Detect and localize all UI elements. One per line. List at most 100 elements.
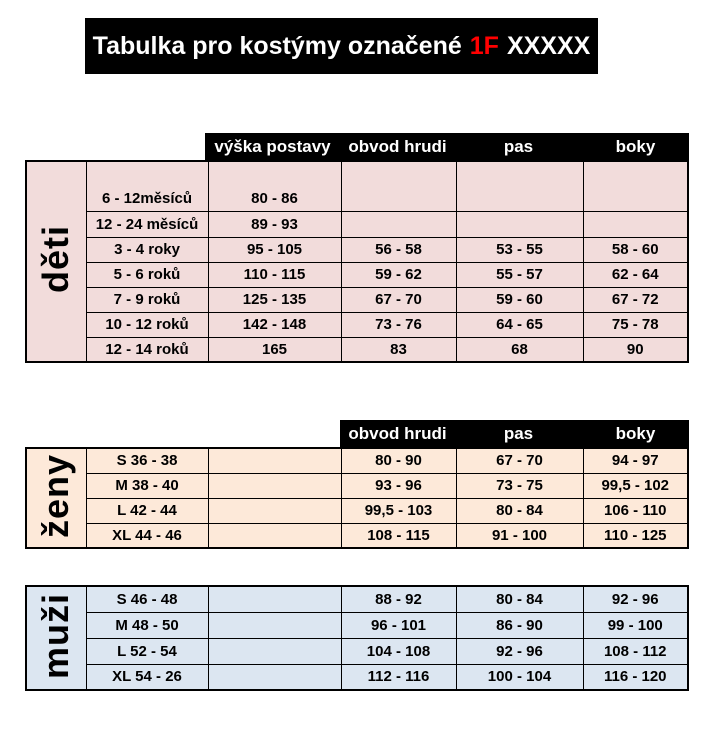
table-row: 5 - 6 roků 110 - 115 59 - 62 55 - 57 62 … bbox=[26, 261, 689, 288]
hips-value-cell: 110 - 125 bbox=[582, 522, 689, 549]
table-row: 7 - 9 roků 125 - 135 67 - 70 59 - 60 67 … bbox=[26, 286, 689, 313]
waist-value-cell: 53 - 55 bbox=[455, 236, 584, 263]
chest-value-cell: 73 - 76 bbox=[340, 311, 457, 338]
title-code: 1F bbox=[469, 31, 499, 60]
age-label-cell: 6 - 12měsíců bbox=[85, 160, 209, 212]
hips-value-cell: 92 - 96 bbox=[582, 585, 689, 613]
size-label-cell: L 52 - 54 bbox=[85, 637, 209, 665]
table-row: L 52 - 54 104 - 108 92 - 96 108 - 112 bbox=[26, 637, 689, 665]
empty-cell bbox=[207, 585, 342, 613]
hips-value-cell: 99,5 - 102 bbox=[582, 472, 689, 499]
waist-value-cell bbox=[455, 210, 584, 238]
size-label-cell: M 48 - 50 bbox=[85, 611, 209, 639]
waist-value-cell: 80 - 84 bbox=[455, 585, 584, 613]
title-text-after: XXXXX bbox=[506, 31, 591, 60]
hips-value-cell: 67 - 72 bbox=[582, 286, 689, 313]
chest-value-cell: 83 bbox=[340, 336, 457, 363]
height-value-cell: 110 - 115 bbox=[207, 261, 342, 288]
hips-value-cell: 58 - 60 bbox=[582, 236, 689, 263]
waist-value-cell: 68 bbox=[455, 336, 584, 363]
empty-cell bbox=[207, 611, 342, 639]
hips-value-cell: 108 - 112 bbox=[582, 637, 689, 665]
table-row: 3 - 4 roky 95 - 105 56 - 58 53 - 55 58 -… bbox=[26, 236, 689, 263]
column-header-chest: obvod hrudi bbox=[348, 136, 447, 156]
table-row: M 48 - 50 96 - 101 86 - 90 99 - 100 bbox=[26, 611, 689, 639]
chest-value-cell bbox=[340, 210, 457, 238]
waist-value-cell: 91 - 100 bbox=[455, 522, 584, 549]
chest-value-cell: 99,5 - 103 bbox=[340, 497, 457, 524]
empty-cell bbox=[207, 522, 342, 549]
hips-value-cell: 62 - 64 bbox=[582, 261, 689, 288]
section-label-cell-muzi: muži bbox=[25, 585, 87, 691]
column-header-chest: obvod hrudi bbox=[348, 423, 447, 443]
waist-value-cell: 67 - 70 bbox=[455, 447, 584, 474]
height-value-cell: 142 - 148 bbox=[207, 311, 342, 338]
chest-value-cell: 56 - 58 bbox=[340, 236, 457, 263]
waist-value-cell: 92 - 96 bbox=[455, 637, 584, 665]
table-row: 12 - 24 měsíců 89 - 93 bbox=[26, 210, 689, 238]
section-label-cell-zeny: ženy bbox=[25, 447, 87, 549]
empty-cell bbox=[207, 637, 342, 665]
waist-value-cell: 55 - 57 bbox=[455, 261, 584, 288]
table-row: L 42 - 44 99,5 - 103 80 - 84 106 - 110 bbox=[26, 497, 689, 524]
table-row: děti 6 - 12měsíců 80 - 86 bbox=[25, 160, 689, 363]
chest-value-cell bbox=[340, 160, 457, 212]
column-header-height: výška postavy bbox=[214, 136, 331, 156]
height-value-cell: 80 - 86 bbox=[207, 160, 342, 212]
hips-value-cell: 99 - 100 bbox=[582, 611, 689, 639]
age-label-cell: 12 - 24 měsíců bbox=[85, 210, 209, 238]
column-header-waist: pas bbox=[503, 423, 534, 443]
chest-value-cell: 104 - 108 bbox=[340, 637, 457, 665]
height-value-cell: 95 - 105 bbox=[207, 236, 342, 263]
title-text-before: Tabulka pro kostýmy označené bbox=[92, 31, 462, 60]
age-label-cell: 7 - 9 roků bbox=[85, 286, 209, 313]
table-row: ženy S 36 - 38 80 - 90 67 - 70 94 - 97 bbox=[25, 447, 689, 549]
chest-value-cell: 59 - 62 bbox=[340, 261, 457, 288]
table-row: muži S 46 - 48 88 - 92 80 - 84 92 - 96 bbox=[25, 585, 689, 691]
men-size-table: muži S 46 - 48 88 - 92 80 - 84 92 - 96 M… bbox=[25, 585, 689, 691]
table-row: XL 44 - 46 108 - 115 91 - 100 110 - 125 bbox=[26, 522, 689, 549]
size-label-cell: S 36 - 38 bbox=[85, 447, 209, 474]
age-label-cell: 12 - 14 roků bbox=[85, 336, 209, 363]
empty-cell bbox=[207, 447, 342, 474]
height-value-cell: 165 bbox=[207, 336, 342, 363]
height-value-cell: 89 - 93 bbox=[207, 210, 342, 238]
size-label-cell: S 46 - 48 bbox=[85, 585, 209, 613]
size-label-cell: L 42 - 44 bbox=[85, 497, 209, 524]
column-header-hips: boky bbox=[615, 423, 656, 443]
waist-value-cell: 80 - 84 bbox=[455, 497, 584, 524]
empty-cell bbox=[207, 497, 342, 524]
waist-value-cell: 64 - 65 bbox=[455, 311, 584, 338]
table-row: XL 54 - 26 112 - 116 100 - 104 116 - 120 bbox=[26, 663, 689, 691]
chest-value-cell: 67 - 70 bbox=[340, 286, 457, 313]
table-row: 10 - 12 roků 142 - 148 73 - 76 64 - 65 7… bbox=[26, 311, 689, 338]
waist-value-cell: 100 - 104 bbox=[455, 663, 584, 691]
chest-value-cell: 96 - 101 bbox=[340, 611, 457, 639]
children-column-header-bar: výška postavy obvod hrudi pas boky bbox=[205, 133, 689, 160]
chest-value-cell: 88 - 92 bbox=[340, 585, 457, 613]
hips-value-cell: 94 - 97 bbox=[582, 447, 689, 474]
page-title: Tabulka pro kostýmy označené 1F XXXXX bbox=[85, 18, 598, 74]
age-label-cell: 5 - 6 roků bbox=[85, 261, 209, 288]
chest-value-cell: 80 - 90 bbox=[340, 447, 457, 474]
section-label-zeny: ženy bbox=[35, 453, 77, 539]
size-label-cell: M 38 - 40 bbox=[85, 472, 209, 499]
women-size-table: ženy S 36 - 38 80 - 90 67 - 70 94 - 97 M… bbox=[25, 447, 689, 549]
hips-value-cell bbox=[582, 210, 689, 238]
section-label-muzi: muži bbox=[35, 592, 77, 679]
hips-value-cell: 106 - 110 bbox=[582, 497, 689, 524]
waist-value-cell: 59 - 60 bbox=[455, 286, 584, 313]
children-size-table: děti 6 - 12měsíců 80 - 86 12 - 24 měsíců… bbox=[25, 160, 689, 363]
chest-value-cell: 108 - 115 bbox=[340, 522, 457, 549]
empty-cell bbox=[207, 663, 342, 691]
hips-value-cell: 90 bbox=[582, 336, 689, 363]
waist-value-cell bbox=[455, 160, 584, 212]
age-label-cell: 3 - 4 roky bbox=[85, 236, 209, 263]
hips-value-cell: 75 - 78 bbox=[582, 311, 689, 338]
chest-value-cell: 112 - 116 bbox=[340, 663, 457, 691]
waist-value-cell: 86 - 90 bbox=[455, 611, 584, 639]
chest-value-cell: 93 - 96 bbox=[340, 472, 457, 499]
table-row: 12 - 14 roků 165 83 68 90 bbox=[26, 336, 689, 363]
women-column-header-bar: obvod hrudi pas boky bbox=[340, 420, 689, 447]
